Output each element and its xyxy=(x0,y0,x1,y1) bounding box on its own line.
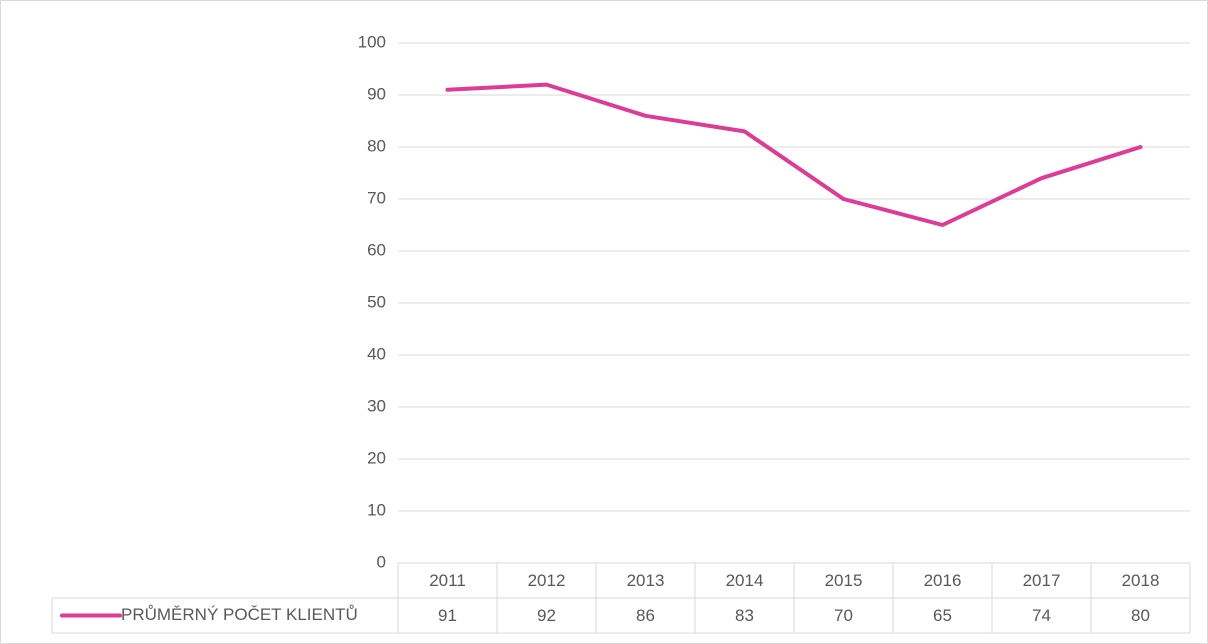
table-value: 65 xyxy=(933,606,952,625)
x-tick-label: 2011 xyxy=(429,571,466,590)
y-tick-label: 100 xyxy=(358,32,386,51)
y-tick-label: 60 xyxy=(367,240,386,259)
x-tick-label: 2013 xyxy=(627,571,665,590)
data-line xyxy=(445,82,1143,227)
x-tick-label: 2018 xyxy=(1122,571,1160,590)
table-value: 86 xyxy=(636,606,655,625)
legend-label: PRŮMĚRNÝ POČET KLIENTŮ xyxy=(121,605,358,624)
table-value: 80 xyxy=(1131,606,1150,625)
table-value: 83 xyxy=(735,606,754,625)
y-tick-label: 70 xyxy=(367,188,386,207)
x-tick-label: 2012 xyxy=(528,571,566,590)
y-tick-label: 0 xyxy=(377,552,386,571)
y-tick-label: 10 xyxy=(367,500,386,519)
x-tick-label: 2017 xyxy=(1023,571,1061,590)
x-tick-label: 2015 xyxy=(825,571,863,590)
table-value: 91 xyxy=(438,606,457,625)
y-tick-label: 80 xyxy=(367,136,386,155)
y-tick-label: 20 xyxy=(367,448,386,467)
y-tick-label: 50 xyxy=(367,292,386,311)
y-tick-label: 40 xyxy=(367,344,386,363)
table-value: 92 xyxy=(537,606,556,625)
table-value: 70 xyxy=(834,606,853,625)
x-tick-label: 2016 xyxy=(924,571,962,590)
table-value: 74 xyxy=(1032,606,1051,625)
x-tick-label: 2014 xyxy=(726,571,764,590)
y-tick-label: 90 xyxy=(367,84,386,103)
y-tick-label: 30 xyxy=(367,396,386,415)
